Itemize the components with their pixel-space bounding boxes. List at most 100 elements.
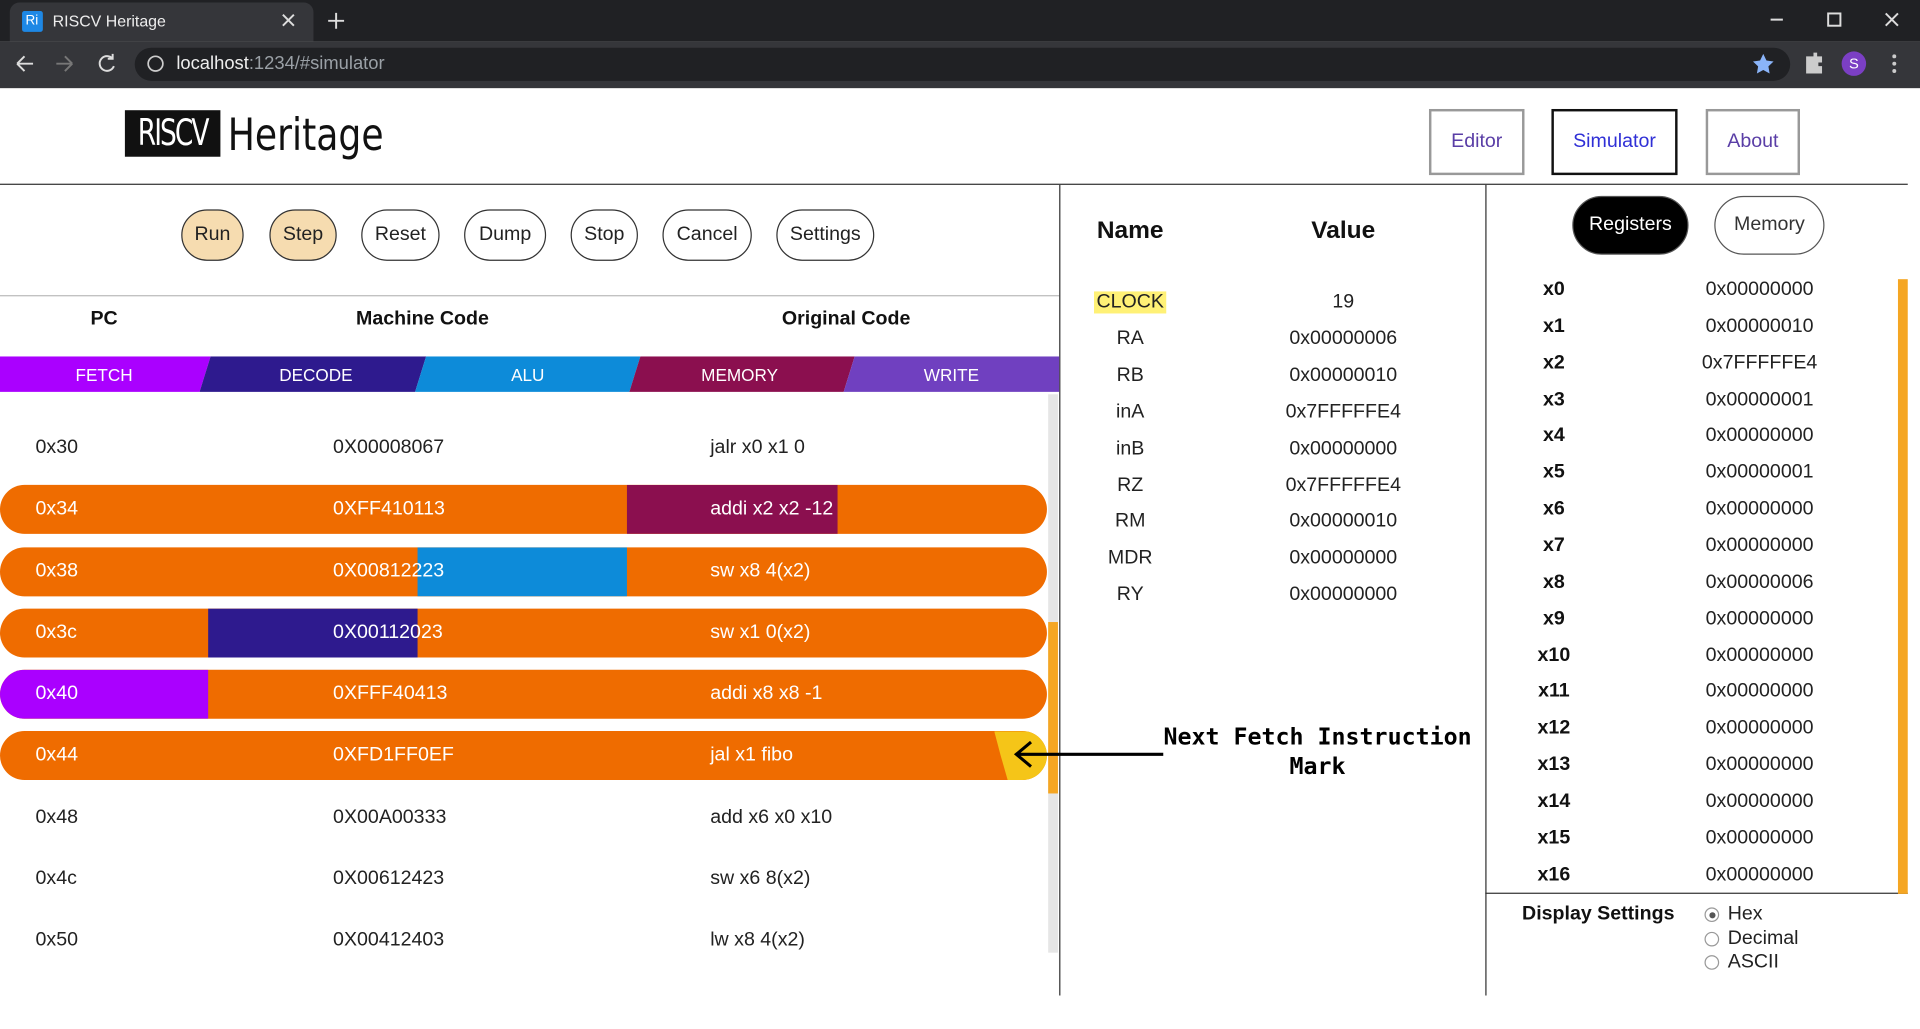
radio[interactable]: [1704, 931, 1720, 946]
pipeline-name: RY: [1116, 584, 1144, 606]
radio[interactable]: [1704, 955, 1720, 970]
favicon: Ri: [25, 13, 39, 29]
pipeline-header: Value: [1311, 217, 1376, 245]
logo-mark: RISCV: [137, 112, 210, 155]
register-name: x5: [1542, 461, 1565, 483]
instruction-row[interactable]: 0x34 0XFF410113 addi x2 x2 -12: [0, 485, 1047, 535]
register-value: 0x00000001: [1705, 461, 1814, 483]
register-name: x3: [1542, 388, 1565, 410]
pipeline-value: 0x00000006: [1289, 328, 1398, 349]
pipeline-name: RM: [1114, 511, 1146, 532]
scrollbar-thumb[interactable]: [1897, 279, 1908, 894]
register-name: x9: [1542, 608, 1565, 629]
arrow: [1013, 740, 1164, 768]
divider: [1485, 892, 1908, 894]
url: localhost:1234/#simulator: [176, 53, 384, 74]
pipeline-value: 0x7FFFFFE4: [1285, 474, 1401, 496]
radio-label: Decimal: [1727, 927, 1799, 949]
instruction-row[interactable]: 0x3c 0X00112023 sw x1 0(x2): [0, 608, 1047, 658]
register-value: 0x00000000: [1705, 498, 1814, 520]
profile: S: [1848, 55, 1859, 73]
cell: 0x44: [35, 744, 79, 766]
logo-box: [124, 110, 221, 157]
pipeline-value: 19: [1332, 291, 1355, 313]
register-value: 0x00000000: [1705, 535, 1814, 556]
stage-label: MEMORY: [701, 364, 779, 385]
radio[interactable]: [1704, 907, 1720, 923]
register-name: x4: [1542, 425, 1565, 447]
browser-tab[interactable]: [9, 2, 314, 42]
control-label: Cancel: [676, 224, 738, 245]
pipeline-value: 0x00000010: [1289, 364, 1398, 386]
register-tab[interactable]: Memory: [1714, 195, 1825, 255]
cell: 0x50: [35, 929, 79, 951]
register-value: 0x00000000: [1705, 790, 1814, 812]
pipeline-value: 0x7FFFFFE4: [1285, 401, 1401, 423]
register-name: x11: [1538, 681, 1570, 703]
divider: [1059, 184, 1061, 996]
control-label: Dump: [478, 224, 532, 245]
register-tab-label: Memory: [1734, 214, 1805, 236]
stage-bar: [0, 356, 1060, 392]
pipeline-value: 0x00000000: [1289, 547, 1398, 569]
pipeline-name: RA: [1116, 328, 1144, 349]
register-name: x6: [1542, 498, 1565, 520]
register-name: x12: [1537, 717, 1571, 739]
instruction-row[interactable]: 0x38 0X00812223 sw x8 4(x2): [0, 546, 1047, 596]
pipeline-name: RB: [1116, 364, 1144, 386]
pipeline-value: 0x00000000: [1289, 584, 1398, 606]
pipeline-name: inB: [1116, 437, 1145, 459]
cell: 0x48: [35, 806, 79, 828]
cell: 0XFD1FF0EF: [333, 744, 454, 766]
control-button[interactable]: Cancel: [662, 209, 752, 261]
control-button[interactable]: Stop: [570, 209, 638, 261]
register-value: 0x00000000: [1705, 863, 1814, 885]
pipeline-value: 0x00000000: [1289, 437, 1398, 459]
control-label: Stop: [584, 224, 625, 245]
stage-label: FETCH: [75, 364, 133, 385]
divider: [0, 295, 1060, 297]
cell: jalr x0 x1 0: [710, 437, 805, 458]
register-value: 0x00000000: [1705, 644, 1814, 666]
nav-button[interactable]: Simulator: [1551, 108, 1678, 176]
register-name: x15: [1537, 827, 1571, 849]
register-value: 0x00000000: [1705, 827, 1814, 849]
control-button[interactable]: Run: [181, 209, 244, 261]
control-button[interactable]: Step: [269, 209, 337, 261]
register-value: 0x00000000: [1705, 279, 1814, 301]
register-value: 0x7FFFFFE4: [1701, 352, 1818, 374]
register-name: x7: [1542, 535, 1565, 556]
control-button[interactable]: Dump: [464, 209, 547, 261]
browser-icons: [16, 12, 1899, 81]
cell: 0X00612423: [333, 867, 445, 889]
register-tab[interactable]: Registers: [1572, 195, 1689, 255]
register-name: x10: [1537, 644, 1571, 666]
control-label: Run: [194, 224, 231, 245]
control-button[interactable]: Settings: [776, 209, 875, 261]
stage-label: ALU: [511, 364, 545, 385]
nav-button[interactable]: About: [1705, 108, 1801, 176]
divider: [1485, 184, 1487, 996]
register-value: 0x00000006: [1705, 571, 1814, 593]
instruction-row[interactable]: 0x44 0XFD1FF0EF jal x1 fibo: [0, 731, 1047, 781]
register-tab-label: Registers: [1589, 214, 1672, 236]
scrollbar-thumb[interactable]: [1048, 622, 1058, 794]
stage-highlight: [626, 485, 838, 535]
radio-label: Hex: [1727, 903, 1763, 925]
display-settings-title: Display Settings: [1522, 903, 1675, 925]
control-button[interactable]: Reset: [361, 209, 440, 261]
cell: jal x1 fibo: [710, 744, 793, 766]
nav-button[interactable]: Editor: [1428, 108, 1525, 176]
control-label: Step: [282, 224, 324, 245]
favicon-box: [22, 11, 43, 32]
cell: sw x6 8(x2): [710, 867, 811, 889]
divider: [0, 183, 1908, 185]
cell: add x6 x0 x10: [710, 806, 833, 828]
cell: 0X00812223: [333, 560, 445, 582]
instruction-row[interactable]: 0x40 0XFFF40413 addi x8 x8 -1: [0, 669, 1047, 719]
register-name: x8: [1542, 571, 1565, 593]
register-name: x14: [1537, 790, 1571, 812]
